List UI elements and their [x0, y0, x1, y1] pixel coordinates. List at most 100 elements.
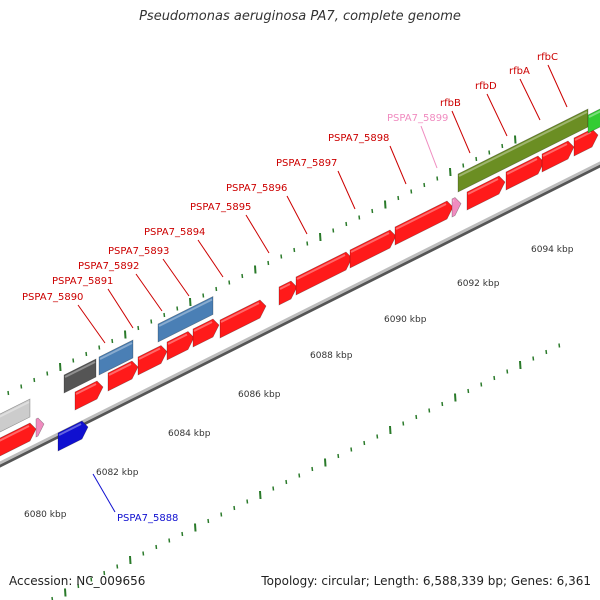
- gene-label[interactable]: PSPA7_5897: [276, 158, 337, 169]
- gene-features[interactable]: [0, 105, 600, 457]
- gene-arrow-highlight: [574, 131, 592, 141]
- gene-label[interactable]: PSPA7_5893: [108, 246, 169, 257]
- inner-tick: [350, 447, 353, 452]
- inner-tick: [428, 408, 431, 413]
- gene-arrow-gray[interactable]: [0, 398, 31, 433]
- map-title: Pseudomonas aeruginosa PA7, complete gen…: [139, 9, 461, 24]
- scale-label: 6094 kbp: [531, 245, 574, 255]
- outer-tick: [319, 232, 322, 242]
- leader-line: [77, 304, 106, 344]
- gene-arrow[interactable]: [166, 331, 195, 361]
- gene-label[interactable]: PSPA7_5899: [387, 113, 448, 124]
- inner-tick: [207, 518, 210, 524]
- gene-label[interactable]: rfbA: [509, 66, 530, 77]
- scale-label: 6088 kbp: [310, 351, 353, 361]
- gene-arrow[interactable]: [466, 175, 506, 211]
- gene-label[interactable]: PSPA7_5888: [117, 513, 178, 524]
- leader-line: [107, 288, 134, 329]
- gene-arrow[interactable]: [0, 422, 37, 457]
- gene-label[interactable]: PSPA7_5896: [226, 183, 287, 194]
- outer-tick: [410, 189, 413, 194]
- inner-tick: [142, 551, 145, 556]
- inner-tick: [285, 479, 288, 485]
- gene-arrow[interactable]: [394, 200, 454, 246]
- inner-tick: [519, 360, 522, 370]
- inner-tick: [389, 425, 392, 435]
- gene-label[interactable]: PSPA7_5891: [52, 276, 113, 287]
- outer-tick: [436, 176, 439, 181]
- outer-tick: [59, 362, 62, 372]
- gene-arrow-pink[interactable]: [451, 197, 462, 218]
- outer-tick: [228, 280, 231, 285]
- gene-arrow[interactable]: [505, 155, 545, 191]
- scale-label: 6092 kbp: [457, 279, 500, 289]
- gene-label[interactable]: rfbC: [537, 52, 558, 63]
- gene-labels[interactable]: PSPA7_5888 PSPA7_5890 PSPA7_5891 PSPA7_5892…: [22, 52, 568, 524]
- tick-marks: [7, 135, 561, 600]
- scale-label: 6082 kbp: [96, 468, 139, 478]
- inner-tick: [493, 375, 496, 381]
- gene-arrow-steelblue[interactable]: [98, 339, 134, 376]
- inner-tick: [337, 453, 340, 459]
- outer-tick: [254, 265, 257, 274]
- outer-tick: [46, 371, 49, 376]
- gene-arrow-highlight: [220, 302, 260, 323]
- gene-arrow-highlight: [0, 425, 30, 442]
- outer-tick: [189, 297, 192, 307]
- leader-line: [420, 125, 438, 169]
- outer-tick: [241, 273, 244, 279]
- gene-arrow-steelblue[interactable]: [157, 296, 214, 343]
- gene-arrow[interactable]: [278, 280, 298, 306]
- gene-arrow[interactable]: [192, 318, 220, 348]
- gene-arrow[interactable]: [573, 128, 599, 157]
- inner-tick: [194, 523, 197, 532]
- gene-arrow-darkgray[interactable]: [63, 358, 97, 394]
- inner-tick: [480, 382, 483, 387]
- outer-tick: [423, 182, 426, 188]
- outer-tick: [280, 254, 283, 259]
- gene-arrow-olive-highlight: [458, 111, 588, 177]
- outer-tick: [111, 338, 114, 344]
- gene-arrow[interactable]: [219, 299, 267, 339]
- gene-arrow-highlight: [350, 232, 390, 253]
- gene-arrow[interactable]: [295, 251, 353, 296]
- gene-arrow[interactable]: [107, 360, 139, 392]
- inner-tick: [467, 388, 470, 394]
- outer-tick: [98, 345, 101, 350]
- gene-arrow[interactable]: [349, 229, 397, 269]
- gene-arrow-highlight: [506, 158, 538, 175]
- inner-tick: [272, 486, 275, 491]
- inner-tick: [298, 473, 301, 478]
- gene-label[interactable]: PSPA7_5890: [22, 292, 83, 303]
- gene-label[interactable]: rfbD: [475, 81, 497, 92]
- leader-line: [547, 64, 568, 108]
- gene-arrow[interactable]: [541, 140, 575, 173]
- outer-tick: [215, 286, 218, 292]
- outer-tick: [137, 325, 140, 331]
- gene-arrow-blue[interactable]: [57, 420, 89, 452]
- gene-arrow-highlight: [395, 203, 447, 230]
- inner-tick: [129, 555, 132, 565]
- inner-tick: [454, 393, 457, 402]
- gene-arrow-pink[interactable]: [35, 417, 45, 438]
- genome-backbone: [0, 161, 600, 468]
- gene-arrow[interactable]: [137, 345, 168, 376]
- outer-tick: [501, 143, 504, 149]
- inner-tick: [376, 434, 379, 439]
- gene-arrow-blue-highlight: [58, 423, 82, 436]
- scale-labels: 6080 kbp 6082 kbp 6084 kbp 6086 kbp 6088 kbp…: [24, 245, 574, 520]
- gene-label[interactable]: PSPA7_5898: [328, 133, 389, 144]
- gene-arrow-green[interactable]: [587, 105, 600, 134]
- outer-tick: [449, 167, 452, 177]
- outer-tick: [150, 319, 153, 324]
- leader-line: [337, 170, 356, 210]
- gene-label[interactable]: PSPA7_5892: [78, 261, 139, 272]
- outer-tick: [176, 306, 179, 311]
- gene-label[interactable]: PSPA7_5895: [190, 202, 251, 213]
- gene-label[interactable]: rfbB: [440, 98, 461, 109]
- outer-tick: [293, 247, 296, 253]
- gene-label[interactable]: PSPA7_5894: [144, 227, 205, 238]
- outer-tick: [20, 384, 23, 389]
- gene-arrow[interactable]: [74, 380, 104, 411]
